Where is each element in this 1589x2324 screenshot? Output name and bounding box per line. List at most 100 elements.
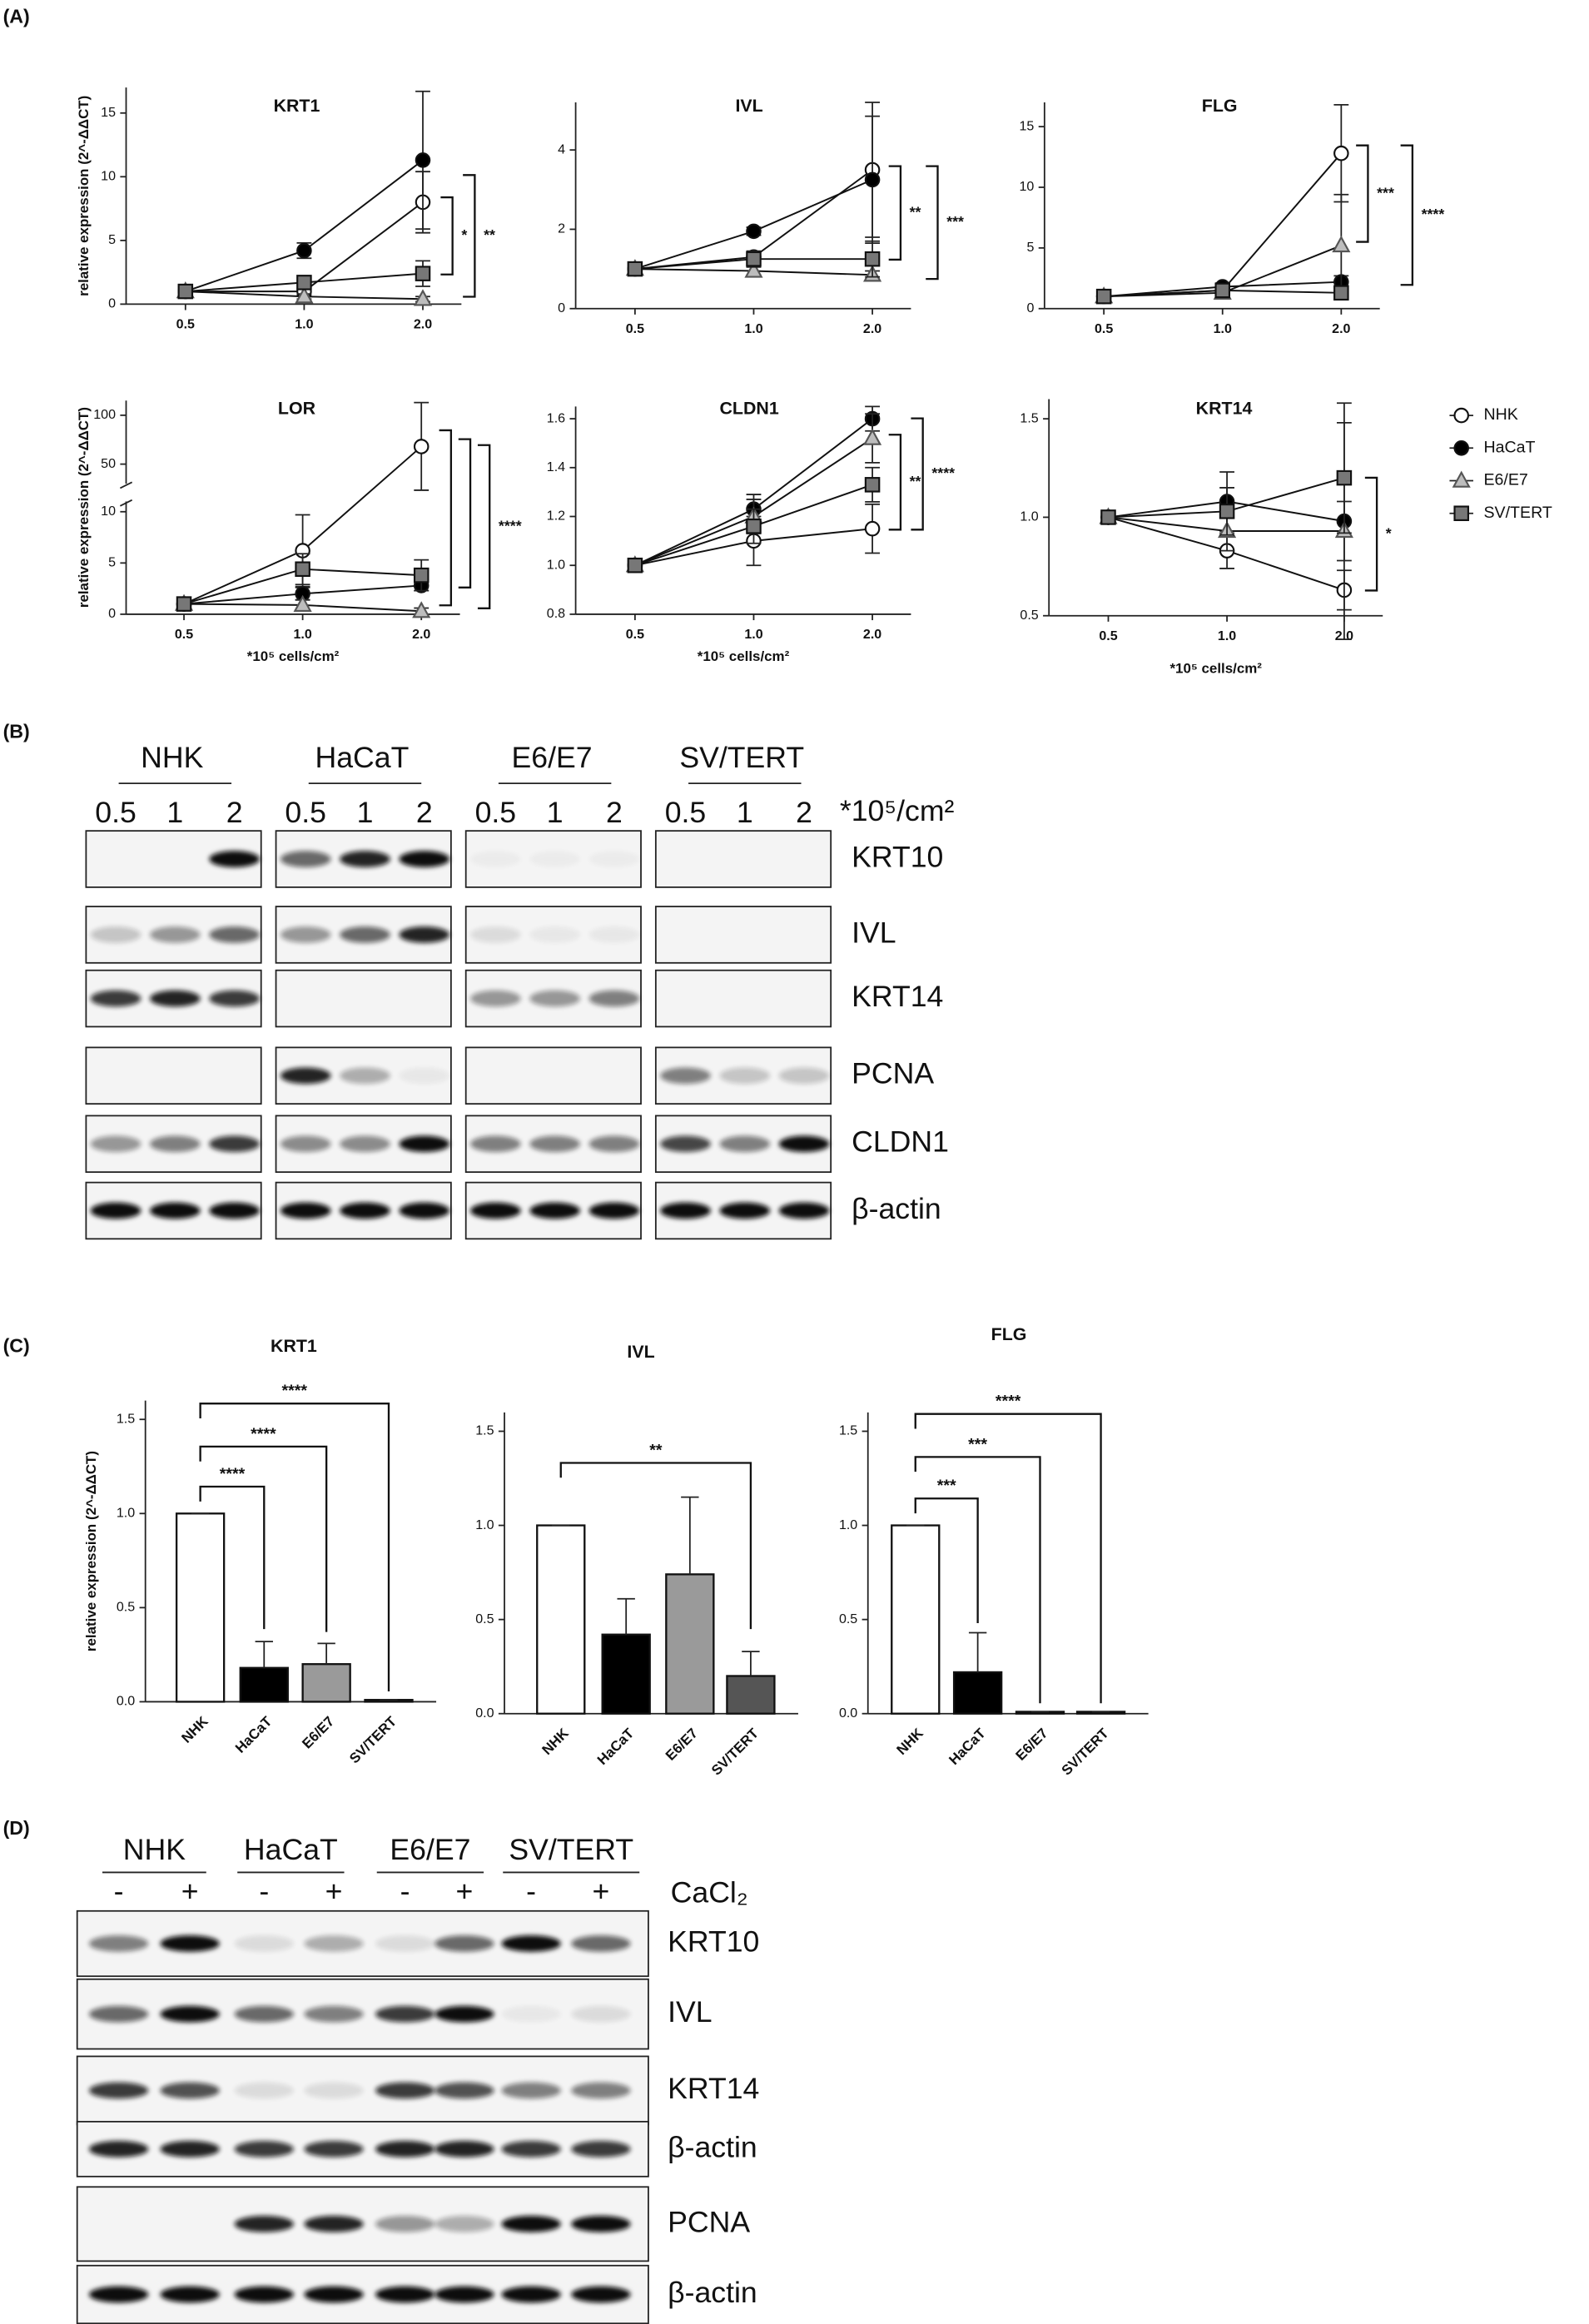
x-tick-label: HaCaT bbox=[594, 1725, 638, 1768]
band bbox=[778, 1202, 830, 1219]
band bbox=[90, 1202, 142, 1219]
blot-box bbox=[275, 969, 452, 1028]
significance-bracket bbox=[199, 1445, 328, 1632]
protein-label: β-actin bbox=[668, 2130, 757, 2163]
band bbox=[88, 2286, 149, 2303]
y-tick-label: 4 bbox=[558, 142, 565, 156]
group-label: HaCaT bbox=[244, 1833, 338, 1866]
error-bar bbox=[617, 1597, 635, 1635]
band bbox=[529, 990, 580, 1007]
lane-label: - bbox=[400, 1875, 410, 1908]
band bbox=[280, 1135, 331, 1153]
x-axis-label: *10⁵ cells/cm² bbox=[1169, 660, 1262, 676]
band bbox=[234, 2286, 294, 2303]
legend-label: NHK bbox=[1483, 405, 1517, 424]
band bbox=[375, 2141, 435, 2158]
band bbox=[160, 2082, 220, 2099]
y-tick-label: 2 bbox=[558, 221, 565, 236]
band bbox=[434, 2005, 494, 2023]
band bbox=[719, 1202, 771, 1219]
band bbox=[90, 926, 142, 943]
band bbox=[304, 1935, 364, 1952]
significance-bracket bbox=[1400, 144, 1414, 286]
protein-label: IVL bbox=[668, 1995, 712, 2029]
x-tick-label: 0.5 bbox=[175, 627, 193, 642]
data-point bbox=[746, 518, 762, 534]
y-tick-label: 1.0 bbox=[475, 1517, 494, 1532]
blot-box bbox=[85, 1046, 262, 1105]
band bbox=[209, 851, 260, 867]
band bbox=[150, 1135, 201, 1153]
band bbox=[434, 2141, 494, 2158]
y-tick-label: 10 bbox=[101, 169, 116, 184]
data-point bbox=[177, 283, 194, 300]
y-tick-label: 1.6 bbox=[547, 410, 565, 425]
chart-title: FLG bbox=[1202, 96, 1238, 116]
band bbox=[589, 851, 640, 867]
significance-label: * bbox=[1386, 524, 1392, 541]
data-point bbox=[746, 223, 762, 240]
bar bbox=[536, 1524, 586, 1715]
lane-label: 2 bbox=[796, 796, 812, 829]
band bbox=[399, 1067, 450, 1085]
significance-bracket bbox=[914, 1413, 1102, 1704]
data-point bbox=[1336, 469, 1353, 486]
band bbox=[340, 1067, 390, 1085]
data-point bbox=[293, 594, 312, 613]
significance-bracket bbox=[440, 196, 454, 276]
unit-label: *10⁵/cm² bbox=[840, 794, 955, 827]
x-tick-label: 0.5 bbox=[626, 627, 644, 642]
legend-label: E6/E7 bbox=[1483, 471, 1527, 489]
y-tick-label: 0.8 bbox=[547, 606, 565, 621]
x-tick-label: E6/E7 bbox=[663, 1726, 701, 1764]
band bbox=[529, 926, 580, 943]
band bbox=[375, 1935, 435, 1952]
data-point bbox=[627, 261, 643, 277]
data-point bbox=[864, 171, 881, 188]
significance-label: * bbox=[461, 226, 467, 243]
y-tick-label: 0.5 bbox=[117, 1600, 135, 1615]
significance-bracket bbox=[888, 165, 902, 261]
y-tick-label: 0 bbox=[108, 296, 116, 311]
band bbox=[88, 2141, 149, 2158]
bar bbox=[952, 1671, 1003, 1715]
group-label: E6/E7 bbox=[512, 741, 593, 774]
lane-label: 0.5 bbox=[285, 796, 326, 829]
y-tick-label: 5 bbox=[108, 232, 116, 247]
band bbox=[778, 1067, 830, 1085]
band bbox=[571, 2141, 631, 2158]
band bbox=[150, 926, 201, 943]
band bbox=[304, 2286, 364, 2303]
x-axis-label: *10⁵ cells/cm² bbox=[698, 648, 790, 664]
significance-label: *** bbox=[968, 1435, 987, 1453]
protein-label: PCNA bbox=[668, 2205, 750, 2238]
band bbox=[234, 1935, 294, 1952]
protein-label: KRT10 bbox=[668, 1924, 759, 1958]
y-tick-label: 1.0 bbox=[839, 1517, 857, 1532]
y-tick-label: 1.2 bbox=[547, 509, 565, 524]
y-tick-label: 1.5 bbox=[839, 1423, 857, 1438]
chart-title: IVL bbox=[627, 1342, 654, 1362]
significance-label: ** bbox=[910, 473, 921, 489]
significance-bracket bbox=[477, 444, 491, 609]
y-tick-label: 1.5 bbox=[1020, 410, 1038, 425]
y-tick-label: 10 bbox=[101, 504, 116, 519]
lane-label: - bbox=[114, 1875, 124, 1908]
significance-label: **** bbox=[1422, 206, 1445, 222]
data-point bbox=[1333, 145, 1349, 161]
group-label: NHK bbox=[141, 741, 203, 774]
x-tick-label: SV/TERT bbox=[708, 1725, 762, 1778]
significance-bracket bbox=[926, 165, 939, 281]
legend-marker bbox=[1453, 440, 1469, 456]
y-tick-label: 0 bbox=[108, 606, 116, 621]
error-bar bbox=[681, 1496, 699, 1575]
band bbox=[304, 2082, 364, 2099]
x-tick-label: NHK bbox=[894, 1725, 927, 1758]
lane-label: 1 bbox=[166, 796, 183, 829]
band bbox=[571, 2005, 631, 2023]
y-tick-label: 1.4 bbox=[547, 459, 565, 474]
lane-label: - bbox=[526, 1875, 536, 1908]
x-tick-label: 2.0 bbox=[412, 627, 430, 642]
band bbox=[160, 1935, 220, 1952]
band bbox=[719, 1067, 771, 1085]
